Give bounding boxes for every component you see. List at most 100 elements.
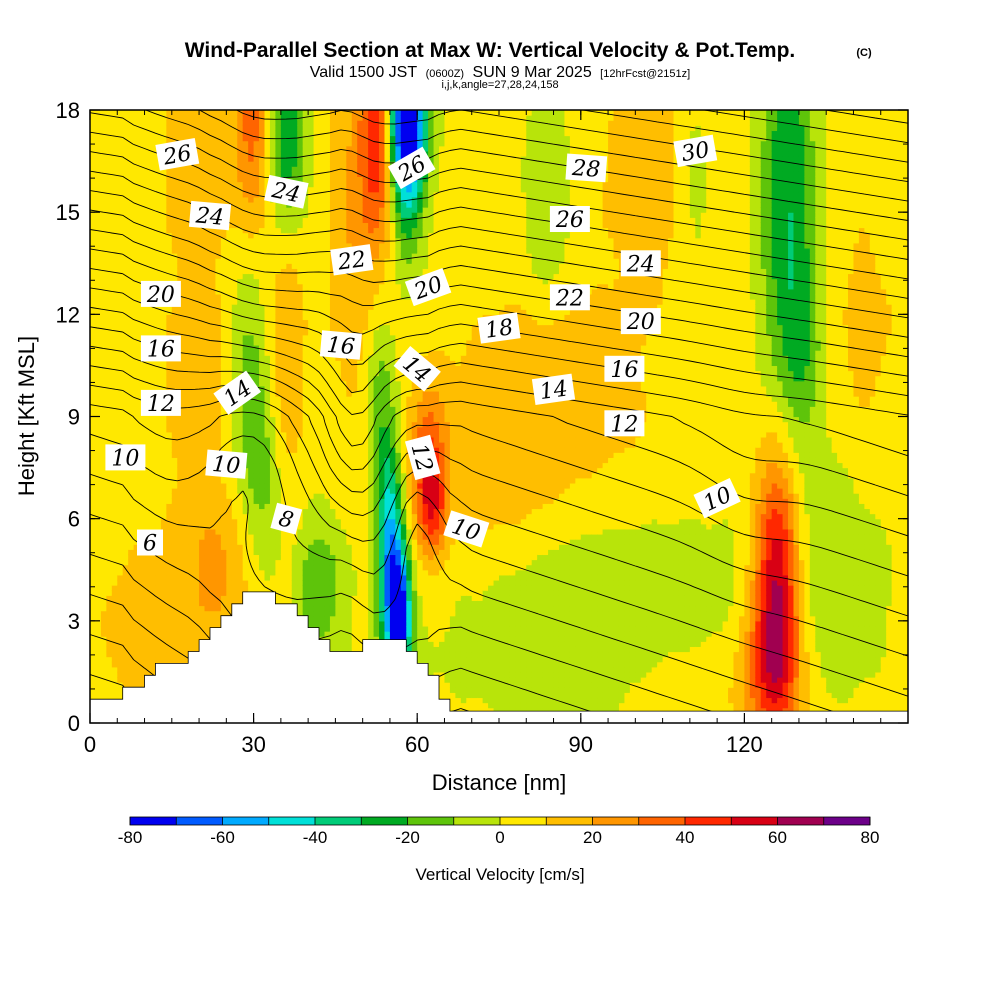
velocity-cell: [193, 406, 200, 412]
velocity-cell: [308, 569, 315, 576]
velocity-cell: [209, 442, 217, 448]
velocity-cell: [280, 569, 287, 576]
velocity-cell: [199, 605, 206, 612]
velocity-cell: [128, 666, 135, 673]
velocity-cell: [237, 232, 244, 239]
velocity-cell: [242, 293, 249, 300]
velocity-cell: [100, 421, 107, 428]
velocity-cell: [90, 442, 97, 448]
velocity-cell: [160, 472, 167, 479]
velocity-cell: [117, 283, 124, 290]
velocity-cell: [111, 166, 118, 172]
velocity-cell: [286, 319, 293, 326]
velocity-cell: [128, 508, 135, 515]
velocity-cell: [248, 329, 255, 336]
velocity-cell: [280, 600, 287, 607]
velocity-cell: [264, 559, 271, 566]
velocity-cell: [133, 110, 140, 116]
velocity-cell: [231, 498, 238, 504]
velocity-cell: [264, 130, 271, 137]
velocity-cell: [117, 620, 124, 627]
velocity-cell: [204, 171, 211, 178]
velocity-cell: [171, 554, 178, 561]
velocity-cell: [209, 493, 217, 499]
velocity-cell: [106, 585, 113, 591]
velocity-cell: [106, 625, 113, 632]
velocity-cell: [128, 544, 135, 550]
velocity-cell: [193, 559, 200, 566]
velocity-cell: [275, 283, 282, 290]
velocity-cell: [259, 488, 266, 494]
velocity-cell: [259, 181, 266, 188]
velocity-cell: [117, 329, 124, 336]
velocity-cell: [275, 130, 282, 137]
velocity-cell: [160, 329, 167, 336]
velocity-cell: [177, 329, 184, 336]
velocity-cell: [160, 385, 167, 392]
velocity-cell: [193, 329, 200, 336]
velocity-cell: [237, 258, 244, 264]
velocity-cell: [193, 120, 200, 126]
velocity-cell: [182, 559, 189, 566]
velocity-cell: [128, 186, 135, 193]
velocity-cell: [242, 171, 249, 178]
velocity-cell: [297, 385, 304, 392]
velocity-cell: [209, 411, 217, 418]
velocity-cell: [199, 539, 206, 545]
velocity-cell: [313, 579, 320, 586]
velocity-cell: [160, 304, 167, 310]
velocity-cell: [95, 518, 102, 525]
velocity-cell: [90, 574, 97, 581]
velocity-cell: [291, 314, 298, 321]
velocity-cell: [117, 656, 124, 663]
velocity-cell: [237, 191, 244, 198]
velocity-cell: [166, 539, 173, 545]
velocity-cell: [111, 176, 118, 183]
velocity-cell: [160, 258, 167, 264]
velocity-cell: [242, 436, 249, 443]
velocity-cell: [308, 258, 315, 264]
velocity-cell: [215, 350, 222, 356]
velocity-cell: [275, 411, 282, 418]
velocity-cell: [182, 339, 189, 346]
velocity-cell: [231, 513, 238, 520]
velocity-cell: [220, 140, 227, 147]
velocity-cell: [166, 268, 173, 275]
velocity-cell: [297, 431, 304, 438]
velocity-cell: [122, 181, 129, 188]
velocity-cell: [95, 155, 102, 162]
velocity-cell: [302, 258, 309, 264]
velocity-cell: [209, 385, 217, 392]
velocity-cell: [100, 288, 107, 295]
velocity-cell: [193, 283, 200, 290]
velocity-cell: [166, 125, 173, 132]
velocity-cell: [253, 528, 260, 535]
velocity-cell: [106, 237, 113, 244]
velocity-cell: [133, 370, 140, 377]
velocity-cell: [275, 242, 282, 249]
velocity-cell: [204, 426, 211, 433]
velocity-cell: [302, 212, 309, 218]
velocity-cell: [90, 406, 97, 412]
velocity-cell: [155, 579, 162, 586]
velocity-cell: [259, 324, 266, 331]
velocity-cell: [297, 207, 304, 213]
velocity-cell: [149, 442, 157, 448]
velocity-cell: [122, 641, 129, 647]
velocity-cell: [139, 385, 146, 392]
velocity-cell: [111, 498, 118, 504]
velocity-cell: [220, 544, 227, 550]
velocity-cell: [313, 390, 320, 397]
velocity-cell: [275, 590, 282, 596]
velocity-cell: [177, 186, 184, 193]
velocity-cell: [215, 232, 222, 239]
velocity-cell: [280, 360, 287, 367]
velocity-cell: [286, 406, 293, 412]
velocity-cell: [302, 161, 309, 167]
velocity-cell: [149, 191, 157, 198]
velocity-cell: [237, 115, 244, 121]
velocity-cell: [149, 360, 157, 367]
velocity-cell: [100, 207, 107, 213]
velocity-cell: [242, 191, 249, 198]
velocity-cell: [237, 482, 244, 489]
